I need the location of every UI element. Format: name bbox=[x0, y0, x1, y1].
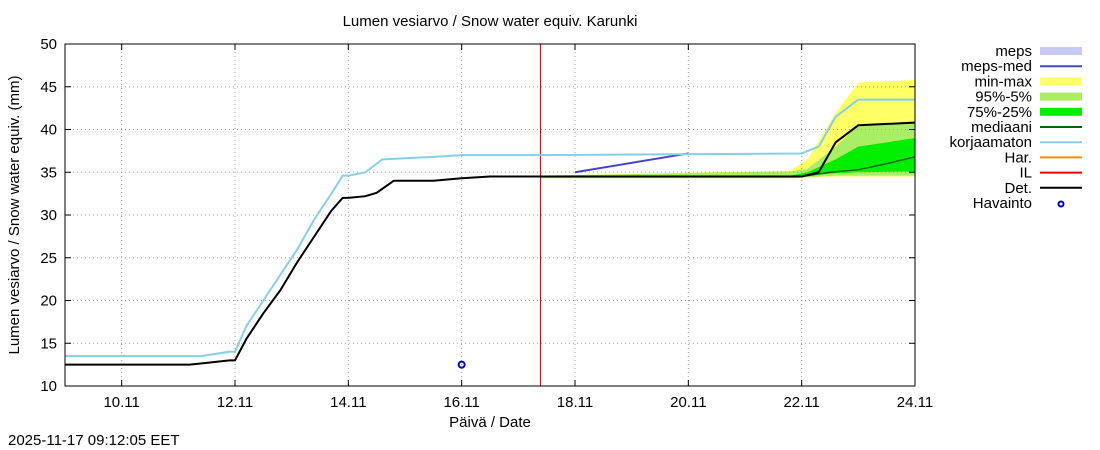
x-tick-label: 14.11 bbox=[330, 394, 366, 411]
band-p95_5 bbox=[541, 120, 915, 179]
x-axis-label: Päivä / Date bbox=[449, 414, 531, 431]
footer-timestamp: 2025-11-17 09:12:05 EET bbox=[8, 432, 180, 449]
legend-label-mediaani: mediaani bbox=[971, 119, 1032, 136]
legend-swatch-min_max bbox=[1040, 77, 1082, 86]
plot-lines bbox=[65, 44, 916, 386]
x-tick-label: 20.11 bbox=[670, 394, 706, 411]
y-axis-label: Lumen vesiarvo / Snow water equiv. (mm) bbox=[6, 76, 23, 355]
y-tick-label: 35 bbox=[40, 164, 57, 181]
x-tick-label: 12.11 bbox=[217, 394, 253, 411]
legend-label-p95_5: 95%-5% bbox=[975, 89, 1032, 106]
y-tick-label: 25 bbox=[40, 250, 57, 267]
y-axis-ticks: 10 15 20 25 30 35 40 45 50 bbox=[40, 36, 915, 395]
chart-title: Lumen vesiarvo / Snow water equiv. Karun… bbox=[343, 13, 638, 30]
legend-swatch-p75_25 bbox=[1040, 107, 1082, 116]
y-tick-label: 50 bbox=[40, 36, 57, 53]
series-meps_med bbox=[574, 152, 689, 174]
y-tick-label: 30 bbox=[40, 207, 57, 224]
legend-label-har: Har. bbox=[1004, 149, 1032, 166]
legend-label-il: IL bbox=[1019, 165, 1032, 182]
x-tick-label: 24.11 bbox=[897, 394, 933, 411]
plot-grid bbox=[65, 44, 915, 386]
y-tick-label: 10 bbox=[40, 378, 57, 395]
y-tick-label: 15 bbox=[40, 335, 57, 352]
x-tick-label: 16.11 bbox=[443, 394, 479, 411]
legend-label-p75_25: 75%-25% bbox=[967, 104, 1032, 121]
legend-swatch-havainto bbox=[1057, 200, 1065, 208]
y-tick-label: 20 bbox=[40, 293, 57, 310]
series-korjaamaton bbox=[65, 98, 915, 358]
legend-label-meps: meps bbox=[995, 43, 1032, 60]
legend-label-korjaamaton: korjaamaton bbox=[949, 134, 1032, 151]
legend: mepsmeps-medmin-max95%-5%75%-25%mediaani… bbox=[949, 43, 1082, 212]
legend-label-det: Det. bbox=[1004, 180, 1032, 197]
legend-label-havainto: Havainto bbox=[973, 195, 1032, 212]
havainto-point bbox=[457, 360, 466, 369]
series-det bbox=[65, 121, 916, 366]
band-min_max bbox=[541, 79, 915, 179]
x-tick-label: 22.11 bbox=[783, 394, 819, 411]
x-tick-label: 18.11 bbox=[557, 394, 593, 411]
x-tick-label: 10.11 bbox=[103, 394, 139, 411]
x-axis-ticks: 10.11 12.11 14.11 16.11 18.11 20.11 22.11 24.11 bbox=[103, 44, 933, 411]
legend-swatch-p95_5 bbox=[1040, 92, 1082, 101]
y-tick-label: 40 bbox=[40, 122, 57, 139]
plot-frame bbox=[64, 43, 916, 387]
y-tick-label: 45 bbox=[40, 79, 57, 96]
legend-label-min_max: min-max bbox=[974, 73, 1032, 90]
legend-swatch-meps bbox=[1040, 47, 1082, 55]
legend-label-meps_med: meps-med bbox=[961, 58, 1032, 75]
